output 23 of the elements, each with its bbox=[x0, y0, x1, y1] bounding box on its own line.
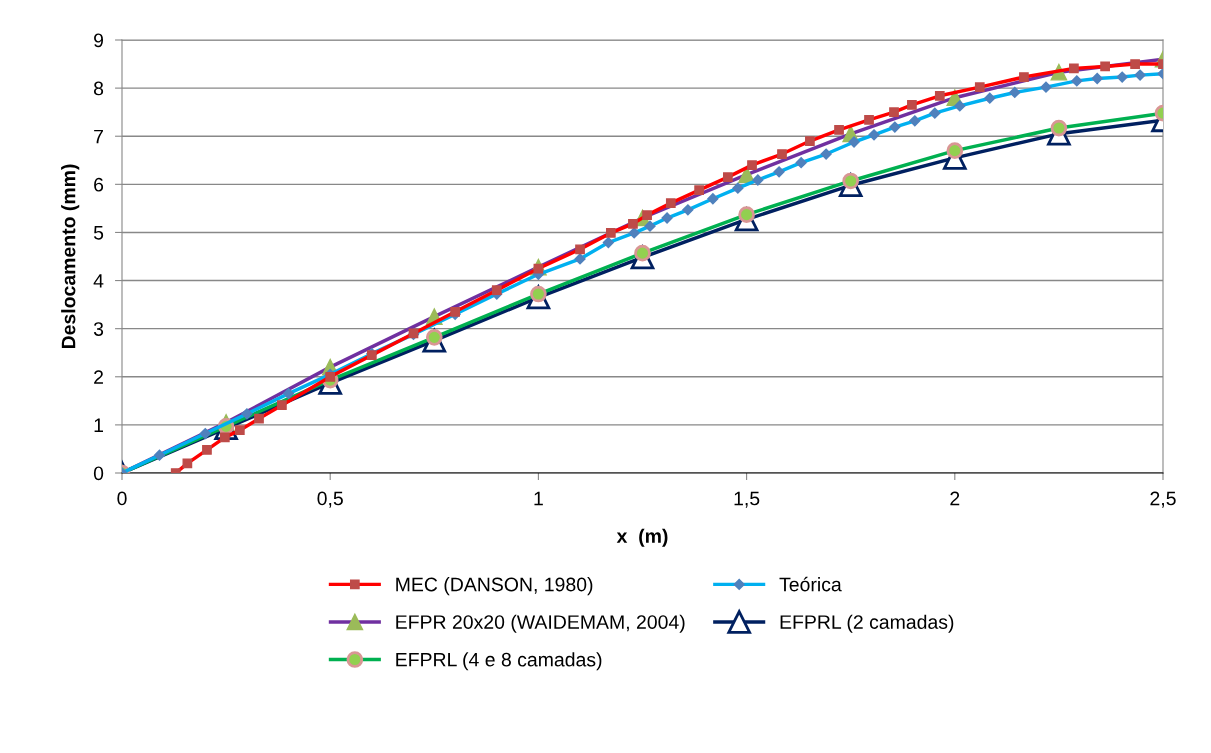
y-tick-label: 8 bbox=[93, 81, 104, 96]
legend-label: EFPRL (4 e 8 camadas) bbox=[396, 652, 602, 671]
y-tick-label: 6 bbox=[94, 177, 104, 192]
y-tick-label: 1 bbox=[94, 418, 103, 432]
x-tick-label: 0,5 bbox=[317, 491, 343, 508]
y-axis-title: Deslocamento (mm) bbox=[61, 164, 80, 349]
x-tick-label: 1 bbox=[534, 491, 543, 506]
legend-label: EFPR 20x20 (WAIDEMAM, 2004) bbox=[396, 614, 685, 633]
x-tick-label: 1,5 bbox=[734, 491, 760, 508]
legend-label: MEC (DANSON, 1980) bbox=[396, 577, 593, 596]
y-tick-label: 4 bbox=[93, 274, 104, 288]
y-tick-label: 5 bbox=[93, 226, 104, 240]
y-tick-label: 0 bbox=[93, 466, 104, 481]
legend-label: EFPRL (2 camadas) bbox=[780, 614, 954, 633]
y-tick-label: 3 bbox=[93, 322, 104, 336]
y-tick-label: 9 bbox=[94, 33, 104, 48]
legend-label: Teórica bbox=[779, 576, 842, 592]
x-tick-label: 2,5 bbox=[1150, 491, 1176, 508]
x-tick-label: 2 bbox=[950, 491, 960, 506]
x-axis-title: x (m) bbox=[616, 528, 668, 547]
y-tick-label: 7 bbox=[94, 129, 103, 144]
y-tick-label: 2 bbox=[94, 370, 103, 384]
x-tick-label: 0 bbox=[117, 491, 127, 506]
